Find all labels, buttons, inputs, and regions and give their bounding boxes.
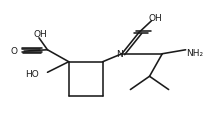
Text: OH: OH	[34, 30, 47, 39]
Text: N: N	[117, 50, 123, 59]
Text: O: O	[10, 47, 17, 56]
Text: NH₂: NH₂	[186, 49, 203, 58]
Text: OH: OH	[149, 14, 162, 23]
Text: HO: HO	[25, 70, 39, 79]
